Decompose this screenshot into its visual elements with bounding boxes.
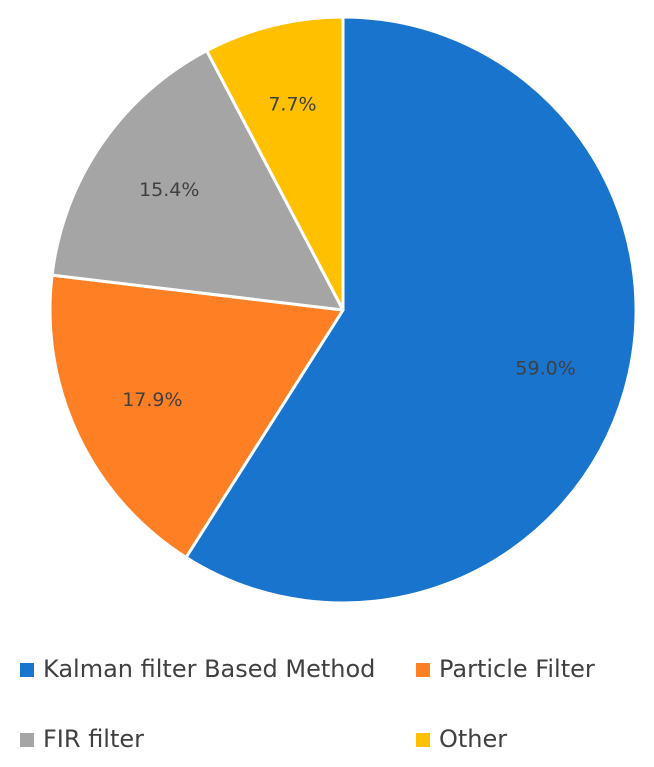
pie-slice-fir-filter <box>50 49 345 312</box>
pie-slice-particle-filter <box>48 273 345 559</box>
pie-slices <box>48 15 638 605</box>
legend-swatch-fir-filter <box>20 733 34 747</box>
data-label-fir-filter: 15.4% <box>139 179 199 201</box>
legend-label-particle-filter: Particle Filter <box>439 655 595 683</box>
pie-slice-kalman-filter-based-method <box>184 15 638 605</box>
data-label-kalman-filter-based-method: 59.0% <box>515 357 575 379</box>
legend-label-other: Other <box>439 725 507 753</box>
legend: Kalman filter Based Method Particle Filte… <box>20 655 595 753</box>
legend-label-fir-filter: FIR filter <box>43 725 144 753</box>
data-label-particle-filter: 17.9% <box>122 389 182 411</box>
pie-slice-other <box>205 15 345 312</box>
pie-data-labels: 59.0% 17.9% 15.4% 7.7% <box>122 94 576 411</box>
legend-swatch-other <box>416 733 430 747</box>
legend-label-kalman-filter-based-method: Kalman filter Based Method <box>43 655 375 683</box>
legend-swatch-kalman-filter-based-method <box>20 663 34 677</box>
legend-swatch-particle-filter <box>416 663 430 677</box>
data-label-other: 7.7% <box>268 94 316 116</box>
